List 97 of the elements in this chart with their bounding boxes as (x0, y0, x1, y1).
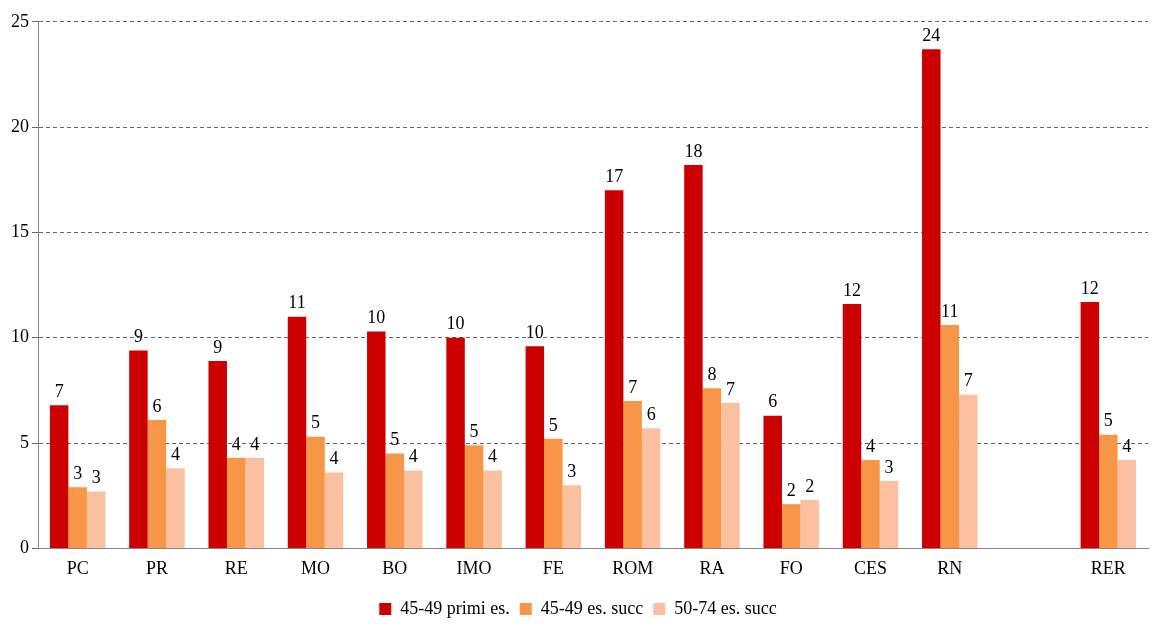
data-label: 4 (488, 446, 498, 467)
data-label: 6 (152, 395, 162, 416)
data-label: 11 (941, 300, 959, 321)
bar (623, 400, 642, 548)
data-label: 4 (329, 448, 339, 469)
x-tick-label: CES (853, 557, 888, 578)
data-label: 7 (963, 370, 973, 391)
x-tick-label: FE (542, 557, 564, 578)
data-label: 10 (367, 307, 386, 328)
data-label: 4 (408, 446, 418, 467)
data-label: 2 (786, 479, 796, 500)
bar (721, 403, 740, 548)
bar (959, 394, 978, 548)
bar (306, 436, 325, 548)
bar (940, 325, 960, 548)
x-tick-label: RE (224, 557, 248, 578)
bar (842, 304, 862, 548)
data-label: 7 (725, 378, 735, 399)
x-tick-label: PC (66, 557, 89, 578)
bar (404, 470, 423, 548)
bar (702, 388, 722, 548)
y-tick-label: 0 (20, 537, 29, 558)
bar (324, 472, 344, 548)
y-tick-label: 15 (11, 221, 29, 242)
data-label: 24 (922, 24, 941, 45)
data-label: 4 (170, 444, 180, 465)
bar (684, 165, 703, 548)
y-tick-label: 20 (11, 115, 29, 136)
data-label: 2 (805, 475, 815, 496)
bar (86, 491, 106, 548)
bar (879, 481, 899, 548)
data-label: 7 (628, 376, 638, 397)
data-label: 10 (446, 313, 465, 334)
data-label: 7 (54, 380, 64, 401)
bar (781, 504, 801, 548)
bar (1099, 434, 1118, 548)
data-label: 12 (843, 279, 861, 300)
data-label: 8 (707, 364, 717, 385)
bar (147, 419, 167, 548)
x-tick-label: PR (145, 557, 168, 578)
bar (129, 350, 148, 548)
legend-label: 45-49 primi es. (400, 597, 510, 618)
bar (287, 316, 307, 548)
bar (562, 485, 582, 548)
bar (385, 453, 405, 548)
data-label: 5 (311, 412, 320, 433)
data-label: 10 (525, 321, 544, 342)
bar (166, 468, 185, 548)
y-tick-label: 5 (20, 431, 29, 452)
data-label: 3 (73, 463, 83, 484)
data-label: 5 (548, 414, 558, 435)
bar (1117, 459, 1137, 548)
bar (208, 360, 227, 548)
bar (226, 457, 246, 548)
bar (800, 499, 819, 548)
legend-label: 50-74 es. succ (674, 597, 777, 618)
x-tick-label: BO (382, 557, 408, 578)
legend-label: 45-49 es. succ (540, 597, 644, 618)
x-tick-label: RN (937, 557, 963, 578)
x-tick-label: MO (300, 557, 331, 578)
data-label: 12 (1080, 277, 1099, 298)
bar (464, 445, 484, 548)
bar (525, 346, 545, 548)
data-label: 5 (1103, 410, 1113, 431)
x-tick-label: IMO (456, 557, 492, 578)
data-label: 9 (133, 326, 143, 347)
x-tick-label: ROM (612, 557, 654, 578)
x-tick-label: FO (779, 557, 803, 578)
bar (245, 457, 264, 548)
data-label: 6 (768, 391, 778, 412)
data-label: 3 (567, 460, 577, 481)
bar (367, 331, 386, 548)
y-tick-label: 25 (11, 10, 29, 31)
bar (922, 49, 941, 548)
data-label: 6 (646, 404, 656, 425)
bar (446, 337, 465, 548)
data-label: 11 (288, 292, 306, 313)
data-label: 3 (884, 456, 894, 477)
data-label: 18 (684, 140, 703, 161)
data-label: 4 (231, 433, 241, 454)
x-tick-label: RER (1090, 557, 1126, 578)
bar (483, 470, 502, 548)
bar (49, 405, 69, 548)
bar (604, 190, 624, 548)
bar (544, 438, 563, 548)
bar (641, 428, 661, 548)
bar (1080, 301, 1100, 548)
data-label: 3 (91, 467, 101, 488)
bar (861, 459, 880, 548)
bar (763, 415, 782, 548)
data-label: 4 (1122, 435, 1132, 456)
data-label: 5 (469, 420, 479, 441)
data-label: 17 (605, 166, 624, 187)
bar (68, 487, 87, 548)
data-label: 9 (213, 336, 223, 357)
y-tick-label: 10 (11, 326, 29, 347)
x-tick-label: RA (699, 557, 725, 578)
